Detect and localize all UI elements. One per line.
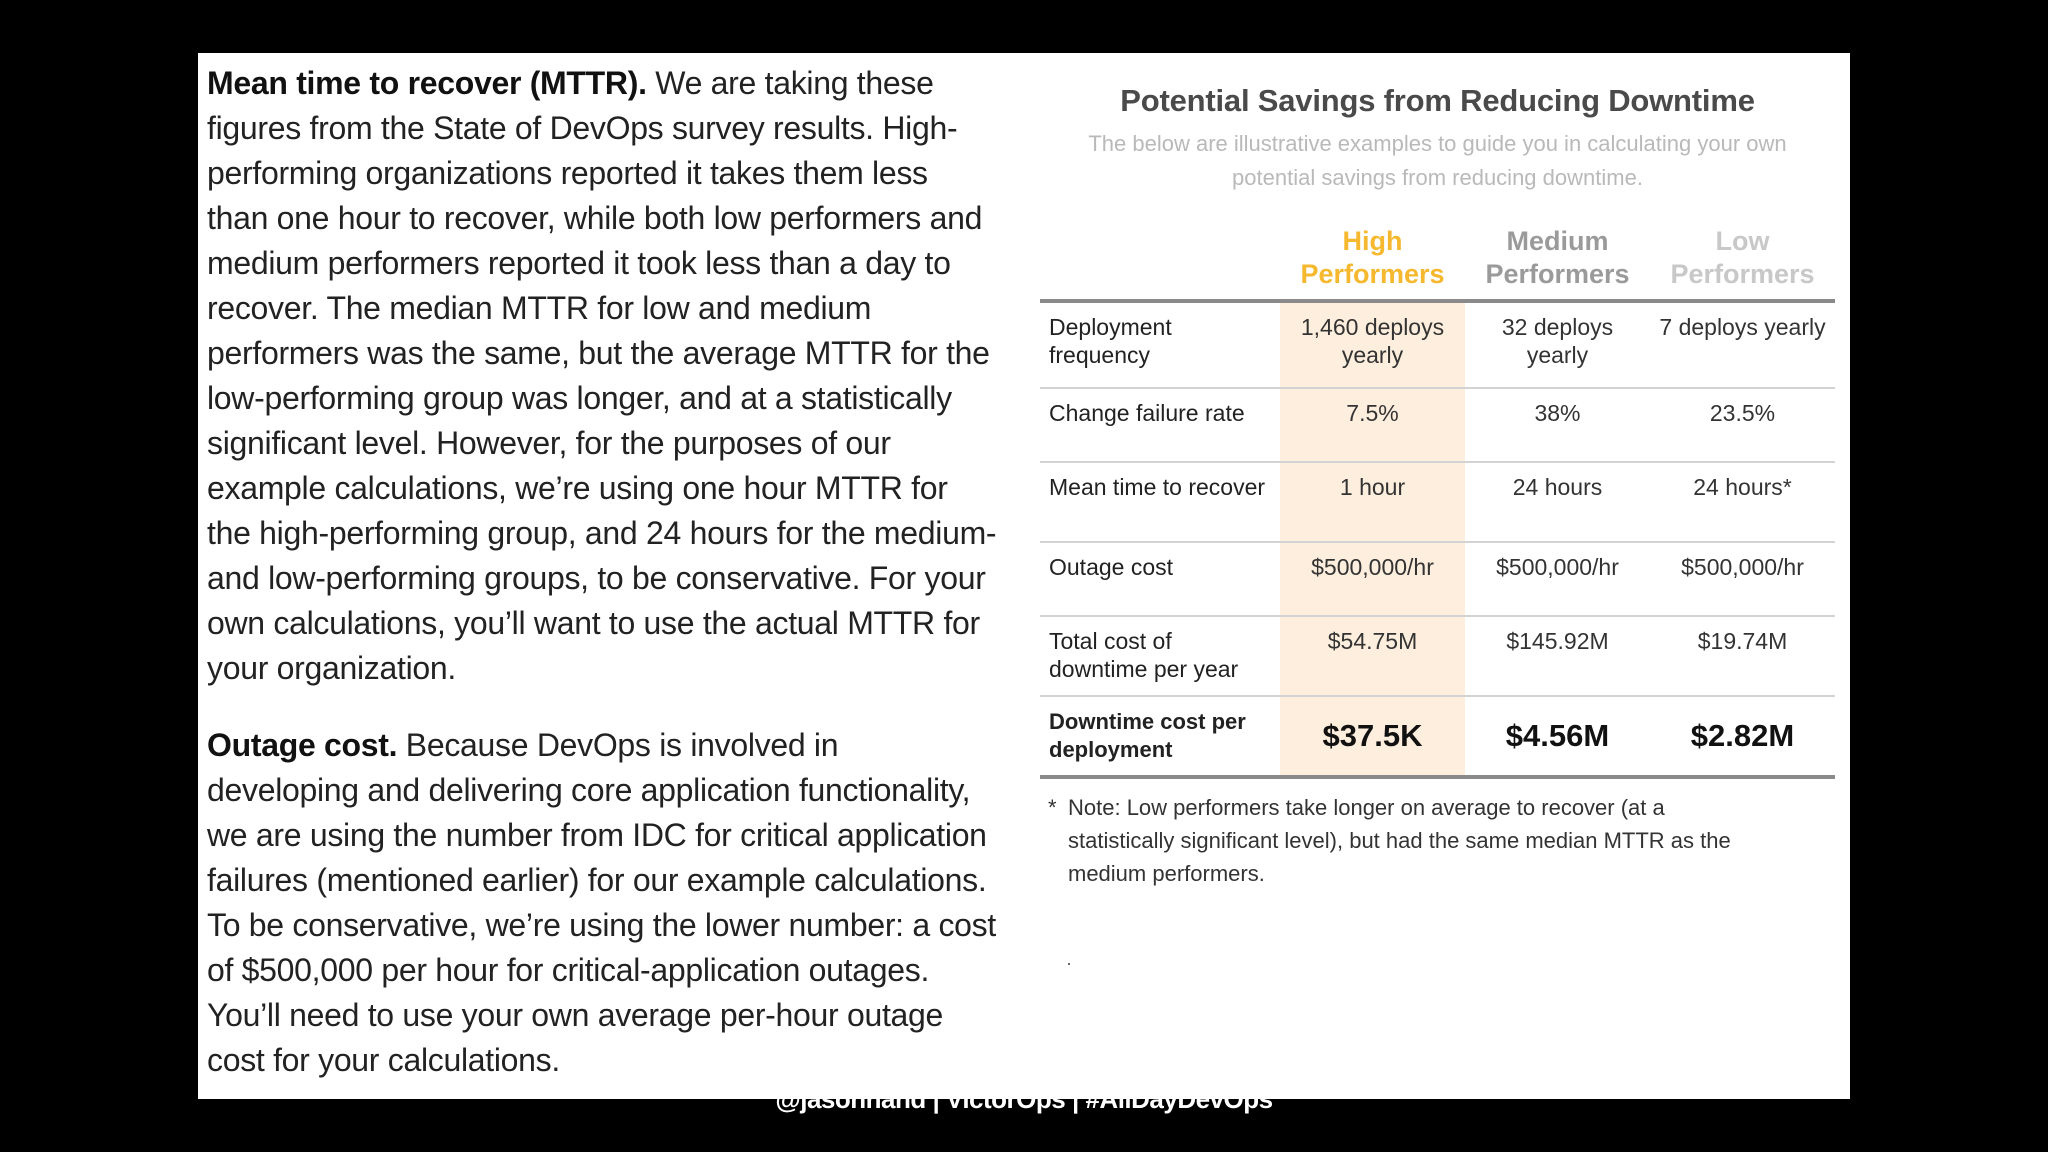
row-label: Outage cost xyxy=(1040,542,1280,617)
table-cell: $54.75M xyxy=(1280,616,1465,697)
table-row: Deployment frequency 1,460 deploys yearl… xyxy=(1040,301,1835,389)
table-cell: 23.5% xyxy=(1650,388,1835,463)
table-footnote: * Note: Low performers take longer on av… xyxy=(1040,791,1768,890)
savings-table: High Performers Medium Performers Low Perfo… xyxy=(1040,219,1835,779)
row-label: Deployment frequency xyxy=(1040,301,1280,389)
table-cell: $145.92M xyxy=(1465,616,1650,697)
table-cell: 1,460 deploys yearly xyxy=(1280,301,1465,389)
table-row: Downtime cost per deployment $37.5K $4.5… xyxy=(1040,696,1835,779)
outage-heading: Outage cost. xyxy=(207,727,398,763)
row-label: Total cost of downtime per year xyxy=(1040,616,1280,697)
table-cell: $2.82M xyxy=(1650,696,1835,779)
footnote-text: Note: Low performers take longer on aver… xyxy=(1068,795,1731,886)
mttr-paragraph: Mean time to recover (MTTR). We are taki… xyxy=(207,61,997,691)
table-cell: 24 hours* xyxy=(1650,462,1835,543)
savings-table-panel: Potential Savings from Reducing Downtime… xyxy=(1040,83,1835,890)
table-cell: $19.74M xyxy=(1650,616,1835,697)
row-label: Downtime cost per deployment xyxy=(1040,696,1280,779)
mttr-heading: Mean time to recover (MTTR). xyxy=(207,65,647,101)
table-cell: $500,000/hr xyxy=(1465,542,1650,617)
table-cell: 32 deploys yearly xyxy=(1465,301,1650,389)
left-column-text: Mean time to recover (MTTR). We are taki… xyxy=(207,61,997,1083)
table-cell: $500,000/hr xyxy=(1650,542,1835,617)
outage-paragraph: Outage cost. Because DevOps is involved … xyxy=(207,723,997,1083)
table-cell: 24 hours xyxy=(1465,462,1650,543)
table-cell: 7 deploys yearly xyxy=(1650,301,1835,389)
table-cell: $500,000/hr xyxy=(1280,542,1465,617)
slide: Mean time to recover (MTTR). We are taki… xyxy=(198,53,1850,1099)
table-cell: 7.5% xyxy=(1280,388,1465,463)
footnote-asterisk: * xyxy=(1048,795,1057,820)
header-medium-performers: Medium Performers xyxy=(1465,219,1650,303)
header-high-performers: High Performers xyxy=(1280,219,1465,303)
table-row: Outage cost $500,000/hr $500,000/hr $500… xyxy=(1040,542,1835,617)
table-row: Change failure rate 7.5% 38% 23.5% xyxy=(1040,388,1835,463)
table-subtitle: The below are illustrative examples to g… xyxy=(1088,131,1787,190)
table-cell: $37.5K xyxy=(1280,696,1465,779)
table-title: Potential Savings from Reducing Downtime xyxy=(1120,83,1755,118)
stray-dot xyxy=(1068,963,1070,965)
header-blank xyxy=(1040,219,1280,303)
outage-body: Because DevOps is involved in developing… xyxy=(207,727,996,1078)
mttr-body: We are taking these figures from the Sta… xyxy=(207,65,997,686)
table-cell: $4.56M xyxy=(1465,696,1650,779)
row-label: Mean time to recover xyxy=(1040,462,1280,543)
table-row: Total cost of downtime per year $54.75M … xyxy=(1040,616,1835,697)
table-row: Mean time to recover 1 hour 24 hours 24 … xyxy=(1040,462,1835,543)
table-cell: 38% xyxy=(1465,388,1650,463)
table-header-row: High Performers Medium Performers Low Perfo… xyxy=(1040,219,1835,303)
footer-credit: @jasonhand | VictorOps | #AllDayDevOps xyxy=(775,1084,1273,1114)
table-cell: 1 hour xyxy=(1280,462,1465,543)
row-label: Change failure rate xyxy=(1040,388,1280,463)
header-low-performers: Low Performers xyxy=(1650,219,1835,303)
